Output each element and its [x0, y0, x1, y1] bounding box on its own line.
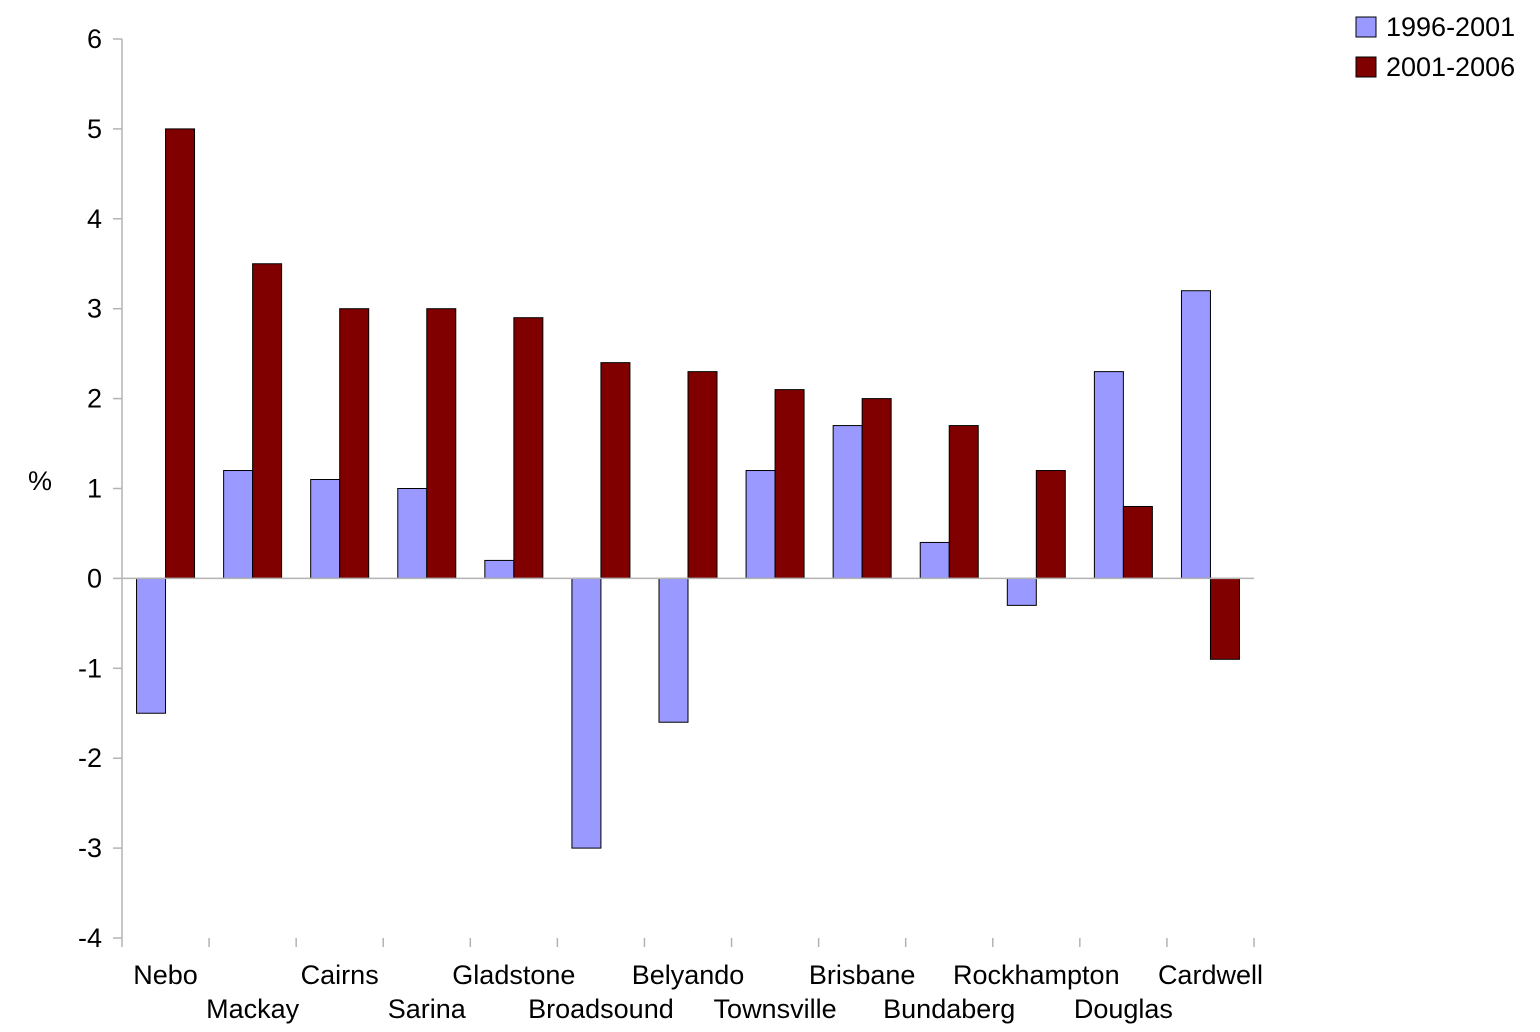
bar-cairns-2001-2006 [339, 308, 370, 579]
legend-label-2001-2006: 2001-2006 [1386, 52, 1515, 82]
y-axis-title: % [28, 466, 52, 496]
bar-sarina-1996-2001 [397, 488, 428, 579]
bar-cairns-1996-2001 [310, 479, 341, 579]
category-label-broadsound: Broadsound [528, 994, 674, 1024]
y-tick-label: -2 [78, 743, 102, 773]
bar-sarina-2001-2006 [426, 308, 457, 579]
category-label-brisbane: Brisbane [809, 960, 916, 990]
category-label-mackay: Mackay [206, 994, 300, 1024]
y-tick-label: 1 [87, 474, 102, 504]
bar-broadsound-1996-2001 [571, 577, 602, 849]
bar-nebo-2001-2006 [165, 128, 196, 579]
category-label-douglas: Douglas [1074, 994, 1173, 1024]
y-tick-label: 0 [87, 563, 102, 593]
category-label-bundaberg: Bundaberg [883, 994, 1015, 1024]
category-label-cairns: Cairns [301, 960, 379, 990]
bar-broadsound-2001-2006 [600, 362, 631, 579]
bar-belyando-2001-2006 [687, 371, 718, 579]
x-axis-ticks [121, 938, 1255, 947]
bar-townsville-1996-2001 [745, 470, 776, 579]
category-label-rockhampton: Rockhampton [953, 960, 1120, 990]
bar-gladstone-2001-2006 [513, 317, 544, 579]
legend-label-1996-2001: 1996-2001 [1386, 12, 1515, 42]
y-tick-label: -1 [78, 653, 102, 683]
y-axis-ticks: -4 -3 -2 -1 0 1 2 3 4 5 6 [78, 24, 122, 953]
bar-cardwell-1996-2001 [1180, 290, 1211, 579]
bar-mackay-1996-2001 [223, 470, 254, 579]
bar-douglas-2001-2006 [1122, 505, 1153, 579]
y-tick-label: -4 [78, 923, 102, 953]
bar-gladstone-1996-2001 [484, 559, 515, 579]
y-tick-label: -3 [78, 833, 102, 863]
category-label-townsville: Townsville [714, 994, 837, 1024]
bar-bundaberg-2001-2006 [948, 425, 979, 579]
bar-mackay-2001-2006 [252, 263, 283, 579]
y-tick-label: 4 [87, 204, 102, 234]
bar-douglas-1996-2001 [1093, 371, 1124, 579]
legend-swatch-2001-2006 [1355, 56, 1377, 78]
category-label-gladstone: Gladstone [452, 960, 575, 990]
bar-cardwell-2001-2006 [1209, 577, 1240, 660]
category-label-cardwell: Cardwell [1158, 960, 1263, 990]
bar-brisbane-2001-2006 [861, 398, 892, 579]
category-label-belyando: Belyando [632, 960, 745, 990]
bars [136, 128, 1240, 849]
bar-bundaberg-1996-2001 [919, 541, 950, 579]
category-label-nebo: Nebo [133, 960, 198, 990]
bar-rockhampton-1996-2001 [1006, 577, 1037, 606]
legend-swatch-1996-2001 [1355, 16, 1377, 38]
legend: 1996-2001 2001-2006 [1355, 12, 1515, 82]
bar-rockhampton-2001-2006 [1035, 470, 1066, 579]
y-tick-label: 5 [87, 114, 102, 144]
bar-brisbane-1996-2001 [832, 425, 863, 579]
bar-belyando-1996-2001 [658, 577, 689, 723]
y-tick-label: 6 [87, 24, 102, 54]
y-tick-label: 2 [87, 384, 102, 414]
bar-nebo-1996-2001 [136, 577, 167, 714]
bar-townsville-2001-2006 [774, 389, 805, 579]
y-tick-label: 3 [87, 294, 102, 324]
category-label-sarina: Sarina [388, 994, 467, 1024]
